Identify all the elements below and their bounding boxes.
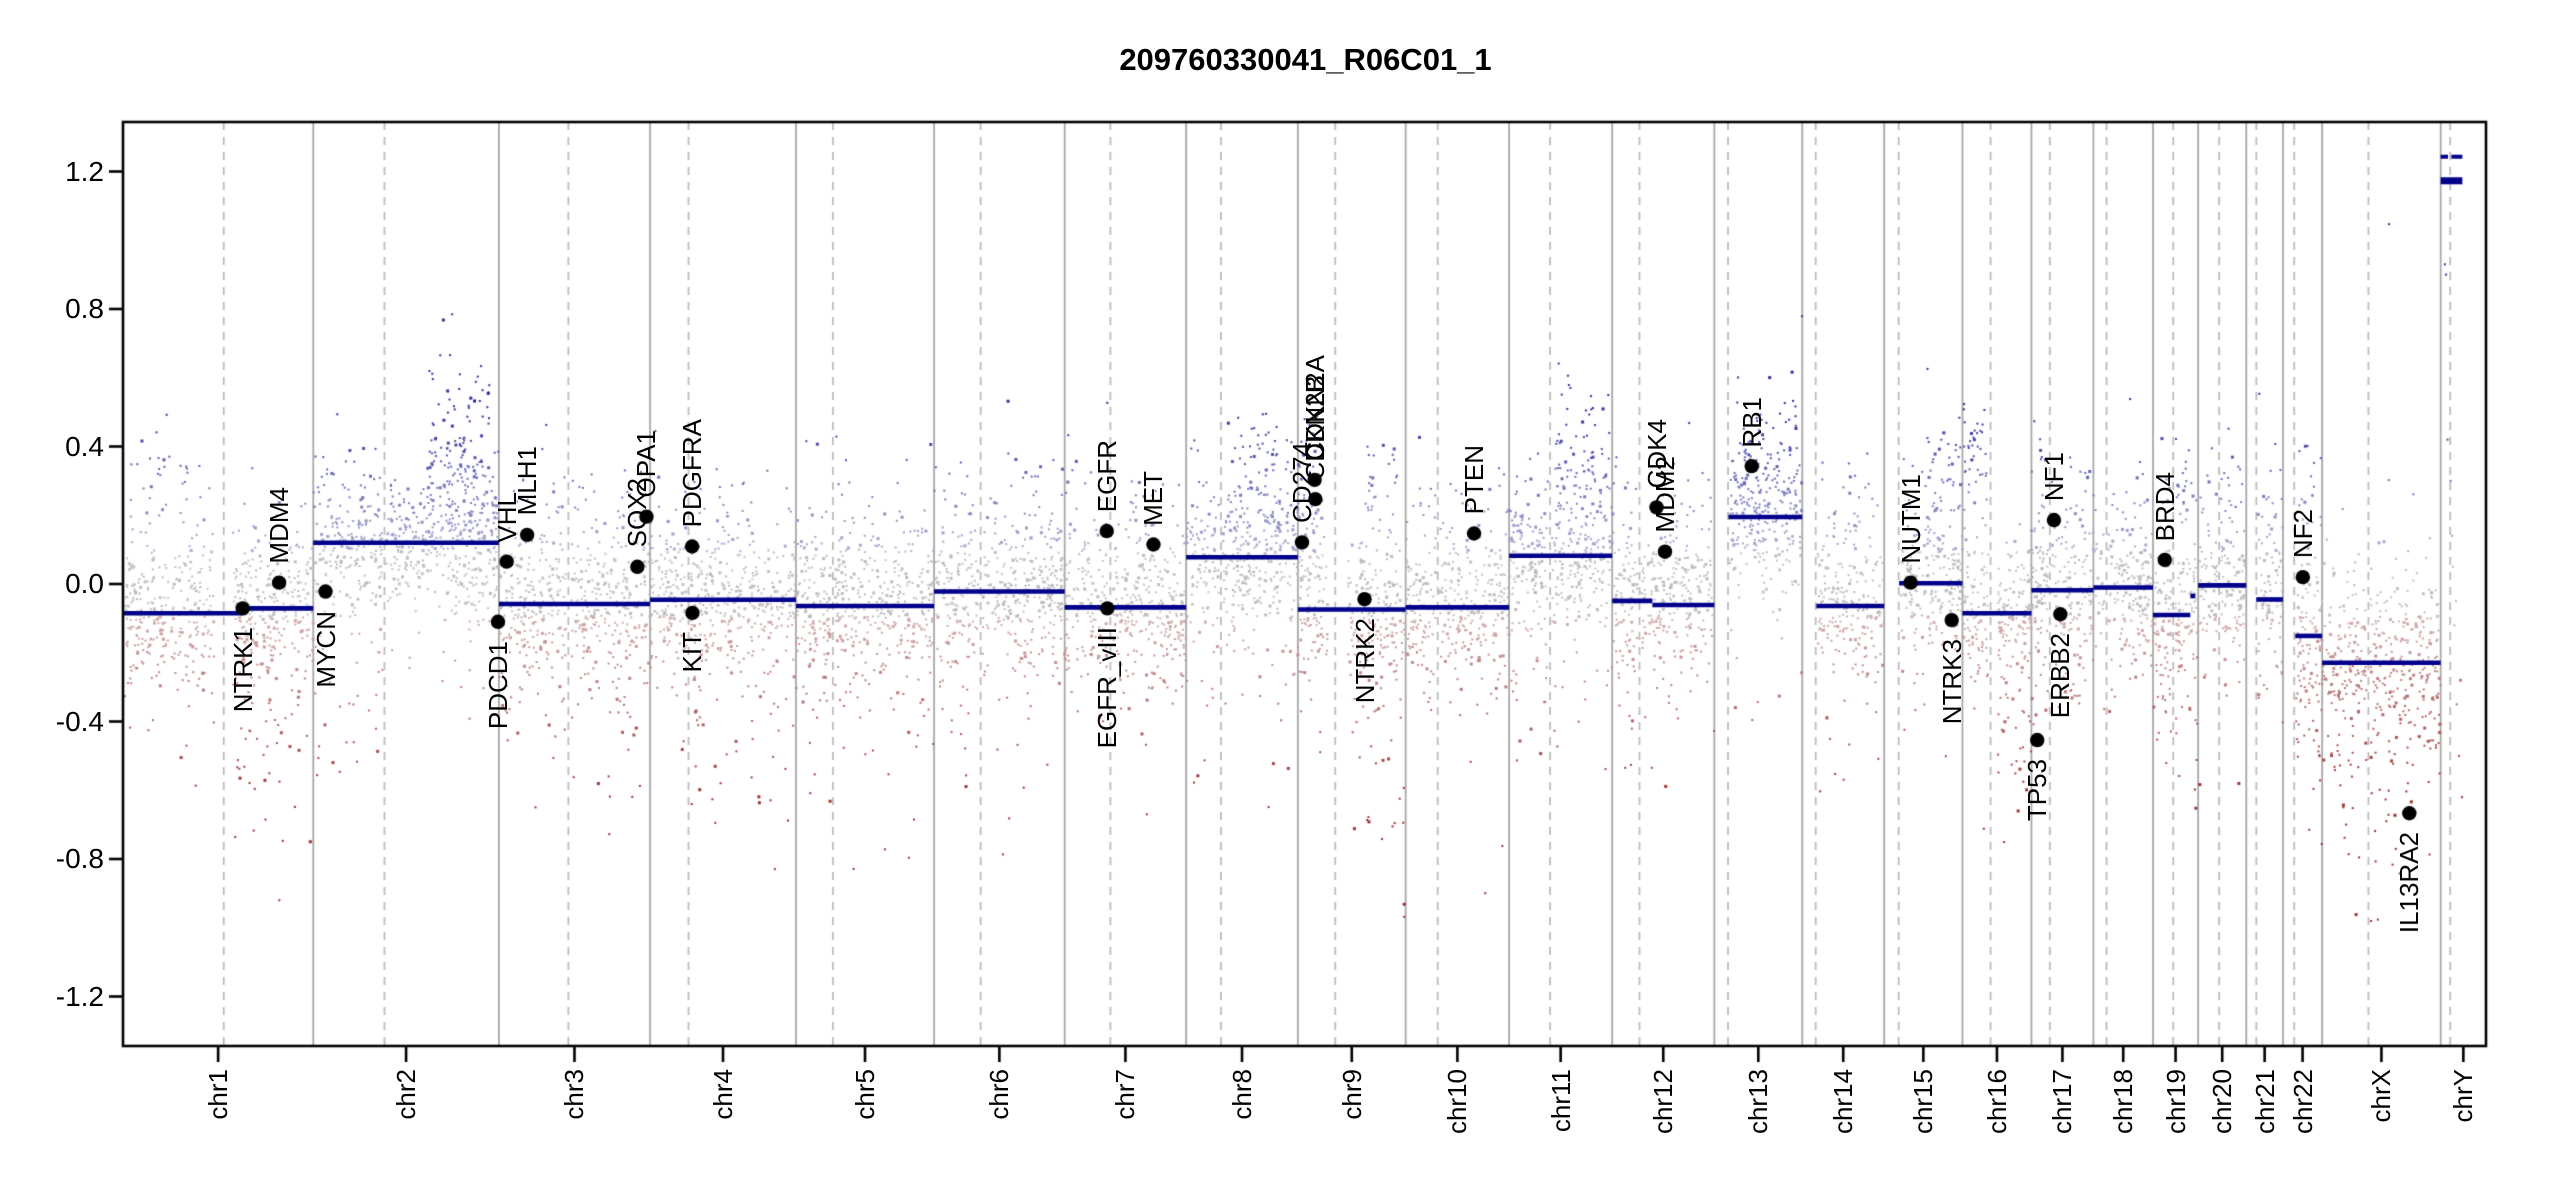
- gene-label-IL13RA2: IL13RA2: [2394, 832, 2425, 934]
- gene-label-ERBB2: ERBB2: [2045, 633, 2076, 719]
- gene-label-NF1: NF1: [2038, 451, 2069, 502]
- y-tick-label--0.8: -0.8: [55, 843, 104, 874]
- gene-label-BRD4: BRD4: [2149, 471, 2180, 541]
- chr-label-chr7: chr7: [1110, 1069, 1141, 1120]
- chr-label-chr15: chr15: [1908, 1069, 1939, 1135]
- chr-label-chr11: chr11: [1545, 1069, 1576, 1133]
- chr-label-chr10: chr10: [1442, 1069, 1473, 1135]
- gene-label-RB1: RB1: [1736, 396, 1767, 448]
- gene-label-NF2: NF2: [2287, 509, 2318, 559]
- chr-label-chr22: chr22: [2287, 1069, 2318, 1135]
- chr-label-chr5: chr5: [850, 1069, 880, 1120]
- chr-label-chr8: chr8: [1227, 1069, 1258, 1120]
- chr-label-chr16: chr16: [1981, 1069, 2012, 1135]
- gene-label-NTRK2: NTRK2: [1349, 618, 1380, 704]
- gene-label-EGFR: EGFR: [1091, 439, 1122, 513]
- chr-label-chr1: chr1: [203, 1069, 234, 1120]
- chr-label-chr19: chr19: [2160, 1069, 2191, 1135]
- chr-label-chr21: chr21: [2249, 1069, 2280, 1135]
- y-tick-label-1.2: 1.2: [65, 155, 104, 187]
- chr-label-chr6: chr6: [984, 1069, 1015, 1120]
- gene-label-PTEN: PTEN: [1459, 445, 1490, 515]
- gene-label-TP53: TP53: [2022, 759, 2053, 822]
- gene-label-CDKN2B: CDKN2B: [1300, 374, 1331, 481]
- chr-label-chrY: chrY: [2448, 1069, 2479, 1123]
- gene-label-MLH1: MLH1: [512, 446, 543, 516]
- y-tick-label--1.2: -1.2: [55, 980, 104, 1012]
- chr-label-chr2: chr2: [391, 1069, 422, 1120]
- gene-label-PDGFRA: PDGFRA: [677, 419, 708, 528]
- y-tick-label-0.4: 0.4: [65, 430, 104, 462]
- chr-label-chr12: chr12: [1648, 1069, 1679, 1135]
- gene-label-MDM4: MDM4: [264, 487, 295, 564]
- chr-label-chrX: chrX: [2366, 1069, 2397, 1123]
- chr-label-chr14: chr14: [1828, 1069, 1859, 1135]
- gene-label-PDCD1: PDCD1: [482, 640, 513, 729]
- y-tick-label-0.0: 0.0: [65, 568, 104, 599]
- page-title: 209760330041_R06C01_1: [1119, 42, 1492, 77]
- chr-label-chr9: chr9: [1336, 1069, 1367, 1120]
- chr-label-chr13: chr13: [1743, 1069, 1774, 1135]
- chr-label-chr17: chr17: [2047, 1069, 2078, 1135]
- gene-label-OPA1: OPA1: [631, 430, 662, 498]
- y-tick-label-0.8: 0.8: [65, 293, 104, 324]
- gene-label-MYCN: MYCN: [310, 610, 341, 688]
- gene-label-MET: MET: [1138, 470, 1169, 526]
- gene-label-NTRK1: NTRK1: [227, 627, 258, 713]
- y-tick-label--0.4: -0.4: [55, 705, 104, 737]
- chr-label-chr3: chr3: [559, 1069, 590, 1120]
- chr-label-chr4: chr4: [708, 1069, 738, 1120]
- chr-label-chr20: chr20: [2207, 1069, 2238, 1135]
- gene-label-MDM2: MDM2: [1649, 456, 1680, 533]
- chr-label-chr18: chr18: [2108, 1069, 2139, 1135]
- gene-label-NTRK3: NTRK3: [1936, 639, 1967, 725]
- gene-label-EGFR_vIII: EGFR_vIII: [1092, 627, 1123, 749]
- gene-label-NUTM1: NUTM1: [1895, 474, 1926, 564]
- gene-label-KIT: KIT: [677, 631, 708, 673]
